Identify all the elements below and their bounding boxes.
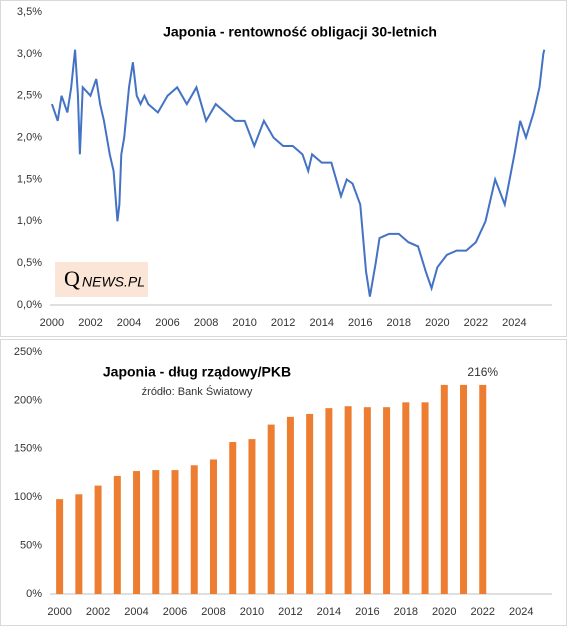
logo: NEWS.PL (82, 274, 145, 290)
x-tick-label: 2022 (464, 317, 488, 329)
x-tick-label: 2010 (240, 606, 264, 618)
x-tick-label: 2020 (432, 606, 456, 618)
bar (229, 442, 237, 594)
data-label: 216% (467, 365, 498, 379)
y-tick-label: 100% (14, 491, 42, 503)
chart-title: Japonia - rentowność obligacji 30-letnic… (163, 24, 437, 40)
bar (190, 465, 198, 594)
y-tick-label: 2,5% (17, 90, 42, 102)
x-tick-label: 2000 (47, 606, 71, 618)
bar (171, 470, 179, 594)
y-tick-label: 150% (14, 443, 42, 455)
x-tick-label: 2006 (155, 317, 179, 329)
bar (363, 407, 371, 594)
bar (94, 485, 102, 594)
y-tick-label: 3,5% (17, 6, 42, 18)
y-tick-label: 1,5% (17, 173, 42, 185)
x-tick-label: 2020 (425, 317, 449, 329)
chart-title: Japonia - dług rządowy/PKB (103, 364, 291, 380)
x-tick-label: 2012 (271, 317, 295, 329)
bar (75, 494, 83, 594)
chart-subtitle: źródło: Bank Światowy (142, 385, 253, 398)
bar (248, 439, 256, 594)
y-tick-label: 200% (14, 394, 42, 406)
bar (56, 499, 64, 594)
x-tick-label: 2004 (117, 317, 141, 329)
bar (479, 384, 487, 594)
x-tick-label: 2008 (194, 317, 218, 329)
bar (440, 384, 448, 594)
x-tick-label: 2002 (78, 317, 102, 329)
x-tick-label: 2024 (502, 317, 526, 329)
x-tick-label: 2014 (309, 317, 333, 329)
x-tick-label: 2018 (387, 317, 411, 329)
y-tick-label: 3,0% (17, 48, 42, 60)
bar (113, 475, 121, 594)
x-tick-label: 2018 (394, 606, 418, 618)
y-tick-label: 1,0% (17, 215, 42, 227)
bar (209, 459, 217, 594)
x-tick-label: 2012 (278, 606, 302, 618)
y-tick-label: 250% (14, 346, 42, 358)
x-tick-label: 2016 (355, 606, 379, 618)
logo-box (55, 262, 148, 297)
y-tick-label: 0% (26, 588, 42, 600)
bar (286, 416, 294, 594)
bar (421, 402, 429, 594)
bar (133, 471, 141, 594)
bar (460, 384, 468, 594)
y-tick-label: 0,0% (17, 299, 42, 311)
x-tick-label: 2006 (163, 606, 187, 618)
bar (344, 406, 352, 594)
bar (267, 424, 275, 594)
y-tick-label: 0,5% (17, 257, 42, 269)
y-tick-label: 50% (20, 540, 42, 552)
logo: Q (64, 266, 80, 291)
x-tick-label: 2008 (201, 606, 225, 618)
bar (383, 407, 391, 594)
bar (402, 402, 410, 594)
bar (325, 408, 333, 594)
x-tick-label: 2004 (124, 606, 148, 618)
x-tick-label: 2010 (232, 317, 256, 329)
y-tick-label: 2,0% (17, 131, 42, 143)
x-tick-label: 2002 (86, 606, 110, 618)
x-tick-label: 2014 (317, 606, 341, 618)
x-tick-label: 2022 (471, 606, 495, 618)
x-tick-label: 2024 (509, 606, 533, 618)
bar (306, 413, 314, 594)
x-tick-label: 2000 (40, 317, 64, 329)
bar (152, 470, 160, 594)
x-tick-label: 2016 (348, 317, 372, 329)
line (50, 49, 546, 297)
